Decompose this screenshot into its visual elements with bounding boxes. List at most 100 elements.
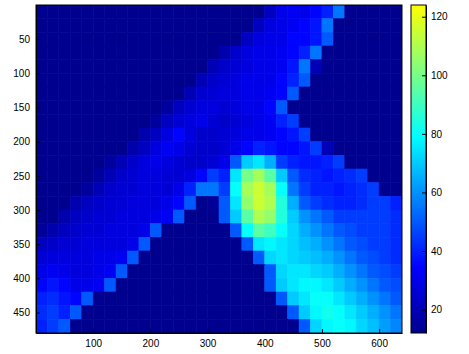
heat-cell — [70, 224, 81, 238]
heat-cell — [299, 46, 310, 60]
heat-cell — [219, 196, 230, 210]
heat-cell — [139, 306, 150, 320]
heat-cell — [265, 32, 276, 46]
heat-cell — [345, 237, 356, 251]
heat-cell — [150, 183, 161, 197]
heat-cell — [333, 32, 344, 46]
heat-cell — [105, 196, 116, 210]
heat-cell — [82, 237, 93, 251]
heat-cell — [82, 155, 93, 169]
heat-cell — [128, 5, 139, 19]
heat-cell — [196, 169, 207, 183]
x-axis-line — [37, 333, 403, 334]
heat-cell — [356, 128, 367, 142]
heat-cell — [36, 292, 47, 306]
colorbar-axis-tick-mark — [422, 310, 426, 311]
heat-cell — [230, 237, 241, 251]
heat-cell — [311, 32, 322, 46]
heat-cell — [208, 32, 219, 46]
heat-cell — [219, 251, 230, 265]
heat-cell — [276, 306, 287, 320]
heat-cell — [139, 73, 150, 87]
heat-cell — [162, 73, 173, 87]
heat-cell — [288, 60, 299, 74]
heat-cell — [253, 19, 264, 33]
x-axis-tick: 400 — [257, 329, 274, 349]
heat-cell — [196, 32, 207, 46]
y-axis: 50100150200250300350400450 — [13, 6, 40, 334]
plot-background — [36, 5, 402, 333]
heat-cell — [368, 128, 379, 142]
heat-cell — [36, 319, 47, 333]
heat-cell — [128, 114, 139, 128]
heat-cell — [173, 278, 184, 292]
y-axis-tick: 200 — [13, 136, 40, 147]
heat-cell — [93, 237, 104, 251]
heat-cell — [356, 73, 367, 87]
heat-cell — [93, 114, 104, 128]
heat-cell — [333, 5, 344, 19]
heat-cell — [196, 128, 207, 142]
y-axis-tick: 250 — [13, 171, 40, 182]
heat-cell — [333, 46, 344, 60]
heat-cell — [368, 278, 379, 292]
heat-cell — [36, 128, 47, 142]
heat-cell — [276, 265, 287, 279]
heat-cell — [356, 319, 367, 333]
heat-cell — [379, 128, 390, 142]
heat-cell — [36, 60, 47, 74]
heat-cell — [128, 169, 139, 183]
y-axis-tick-label: 100 — [13, 68, 30, 79]
heat-cell — [219, 19, 230, 33]
heat-cell — [47, 32, 58, 46]
heat-cell — [82, 210, 93, 224]
heat-cell — [230, 155, 241, 169]
y-axis-tick-label: 350 — [13, 239, 30, 250]
x-axis-tick-label: 200 — [143, 338, 160, 349]
y-axis-tick-mark — [36, 313, 40, 314]
heat-cell — [288, 142, 299, 156]
heat-cell — [276, 128, 287, 142]
colorbar-axis-tick-label: 40 — [431, 246, 443, 257]
heat-cell — [230, 319, 241, 333]
heat-cell — [299, 210, 310, 224]
heat-cell — [150, 265, 161, 279]
heat-cell — [230, 278, 241, 292]
heat-cell — [196, 73, 207, 87]
heat-cell — [185, 60, 196, 74]
heat-cell — [322, 319, 333, 333]
heat-cell — [185, 142, 196, 156]
heat-cell — [368, 183, 379, 197]
y-axis-tick-label: 400 — [13, 273, 30, 284]
heat-cell — [36, 278, 47, 292]
heat-cell — [36, 306, 47, 320]
heat-cell — [299, 237, 310, 251]
heat-cell — [242, 265, 253, 279]
heat-cell — [208, 5, 219, 19]
heat-cell — [288, 210, 299, 224]
heat-cell — [116, 101, 127, 115]
heat-cell — [345, 224, 356, 238]
heat-cell — [345, 251, 356, 265]
heat-cell — [173, 142, 184, 156]
heat-cell — [196, 142, 207, 156]
heat-cell — [105, 169, 116, 183]
heat-cell — [196, 319, 207, 333]
heat-cell — [173, 101, 184, 115]
heat-cell — [82, 5, 93, 19]
heat-cell — [70, 237, 81, 251]
heat-cell — [116, 319, 127, 333]
heat-cell — [333, 60, 344, 74]
heat-cell — [196, 101, 207, 115]
colorbar-axis-tick-label: 20 — [431, 304, 443, 315]
heat-cell — [242, 237, 253, 251]
heat-cell — [173, 19, 184, 33]
colorbar-axis-tick: 80 — [422, 129, 443, 140]
heat-cell — [379, 210, 390, 224]
heat-cell — [185, 278, 196, 292]
heat-cell — [253, 169, 264, 183]
heat-cell — [311, 128, 322, 142]
heat-cell — [185, 306, 196, 320]
heat-cell — [93, 155, 104, 169]
heat-cell — [82, 87, 93, 101]
